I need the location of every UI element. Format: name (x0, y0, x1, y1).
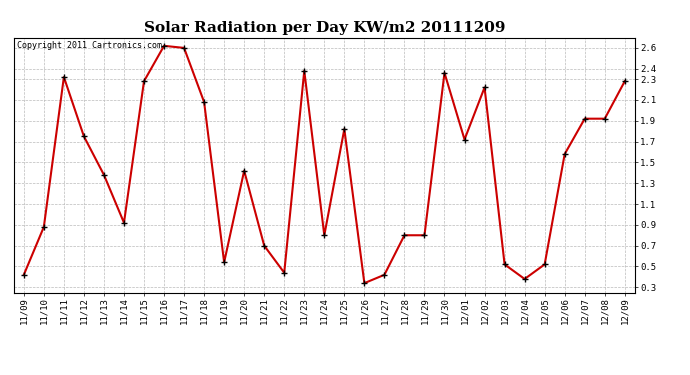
Text: Copyright 2011 Cartronics.com: Copyright 2011 Cartronics.com (17, 41, 162, 50)
Title: Solar Radiation per Day KW/m2 20111209: Solar Radiation per Day KW/m2 20111209 (144, 21, 505, 35)
